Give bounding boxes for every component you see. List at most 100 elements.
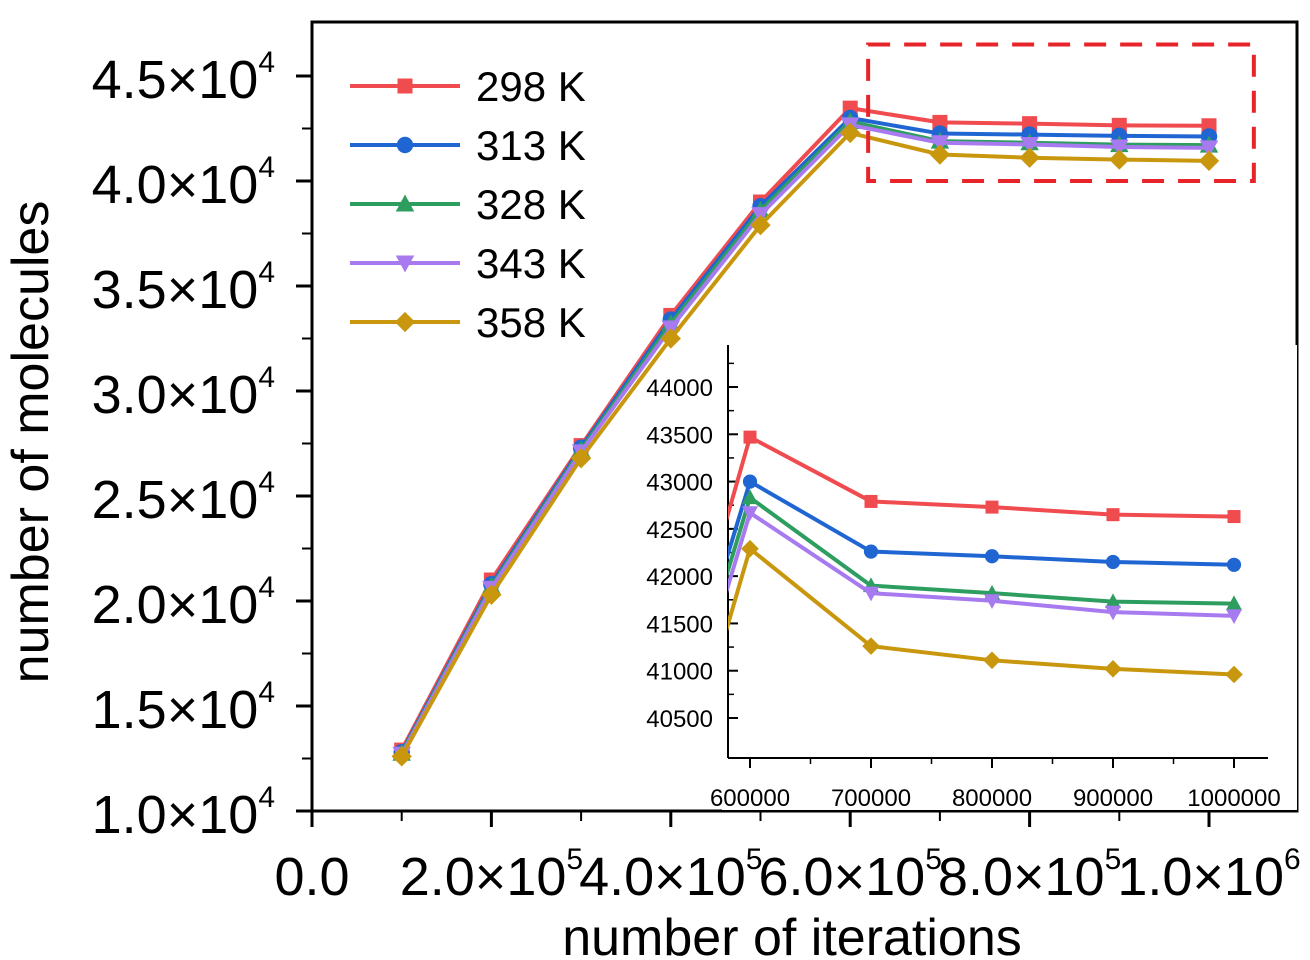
x-tick-mantissa: 0.0 [274,847,349,907]
data-point [391,746,412,767]
y-tick-mantissa: 2.5×10 [92,470,259,530]
y-tick-exponent: 4 [258,781,275,814]
data-point [929,144,951,165]
x-tick-mantissa: 4.0×10 [579,847,746,907]
legend-label: 328 K [476,181,586,228]
y-tick-label: 3.5×104 [92,256,275,320]
y-tick-mantissa: 3.5×10 [92,260,259,320]
inset-x-tick-label: 1000000 [1187,785,1280,812]
inset-data-point [1104,660,1122,678]
y-tick-exponent: 4 [258,571,275,604]
data-point [1019,147,1040,168]
data-point [930,135,950,153]
y-tick-exponent: 4 [258,46,275,79]
legend-marker [395,194,415,212]
inset-x-tick-label: 800000 [952,785,1032,812]
x-tick-label: 0.0 [274,847,349,907]
legend-marker [395,255,415,273]
y-tick-exponent: 4 [258,466,275,499]
data-point [1199,140,1219,158]
y-tick-mantissa: 1.0×10 [92,785,259,845]
x-tick-mantissa: 8.0×10 [938,847,1105,907]
legend-marker [394,311,416,333]
y-tick-label: 2.5×104 [92,466,275,530]
y-tick-exponent: 4 [258,676,275,709]
inset-data-point [742,474,758,489]
inset-series-298-k [728,430,1241,524]
legend-label: 343 K [476,240,586,287]
data-point [481,584,502,605]
y-tick-label: 2.0×104 [92,571,275,635]
inset-data-point [983,651,1001,670]
y-tick-mantissa: 3.0×10 [92,365,259,425]
data-point [1110,139,1129,157]
x-tick-exponent: 5 [746,843,763,876]
inset-chart: 600000 700000 800000 900000 1000000 40500 4100… [646,345,1297,812]
inset-y-tick-label: 41000 [646,659,713,686]
inset-y-tick-label: 42500 [646,517,713,544]
x-tick-mantissa: 1.0×10 [1117,847,1284,907]
inset-y-tick-label: 41500 [646,611,713,638]
inset-series-line [728,546,1235,677]
x-tick-label: 6.0×105 [759,843,942,907]
data-point [1109,149,1130,170]
series-line [399,130,1210,758]
inset-data-point [864,494,878,508]
legend: 298 K 313 K 328 K 343 K 358 K [350,63,586,346]
inset-data-point [743,430,757,444]
x-axis-title: number of iterations [562,909,1022,960]
legend-entry: 313 K [350,122,586,169]
y-tick-mantissa: 1.5×10 [92,680,259,740]
inset-data-point [741,489,759,505]
data-point [750,214,771,236]
inset-data-point [741,506,759,522]
series-358-k [391,122,1220,767]
y-tick-label: 1.0×104 [92,781,275,845]
y-tick-label: 4.0×104 [92,151,275,215]
inset-data-point [1105,554,1121,570]
main-y-tick-labels: 1.0×1041.5×1042.0×1042.5×1043.0×1043.5×1… [92,46,275,845]
data-point [570,448,592,469]
legend-entry: 328 K [350,181,586,228]
y-tick-label: 4.5×104 [92,46,275,110]
legend-marker [396,136,414,154]
inset-y-tick-label: 44000 [646,375,713,402]
y-tick-exponent: 4 [258,151,275,184]
series-line [399,122,1210,756]
x-tick-label: 8.0×105 [938,843,1121,907]
inset-series-line [728,479,1235,567]
inset-y-tick-label: 43500 [646,422,713,449]
y-axis-title: number of molecules [2,201,60,684]
inset-y-tick-label: 42000 [646,564,713,591]
inset-x-tick-label: 700000 [831,785,911,812]
y-tick-mantissa: 4.5×10 [92,50,259,110]
x-tick-exponent: 5 [925,843,942,876]
x-tick-exponent: 5 [566,843,583,876]
y-tick-label: 1.5×104 [92,676,275,740]
inset-y-tick-label: 40500 [646,706,713,733]
inset-data-point [862,637,880,655]
inset-series-line [728,510,1235,618]
x-tick-exponent: 5 [1105,843,1122,876]
inset-x-tick-label: 600000 [710,785,790,812]
y-tick-mantissa: 2.0×10 [92,575,259,635]
inset-data-point [1106,508,1120,522]
x-tick-mantissa: 2.0×10 [400,847,567,907]
inset-data-point [983,594,1001,609]
inset-data-point [1104,605,1122,621]
inset-data-point [1227,510,1241,524]
main-axis-ticks [296,74,1211,827]
inset-y-tick-label: 43000 [646,470,713,497]
legend-label: 313 K [476,122,586,169]
legend-label: 358 K [476,299,586,346]
legend-marker [397,78,413,94]
inset-axis-ticks: 600000 700000 800000 900000 1000000 40500 4100… [646,362,1281,812]
inset-data-point [1226,557,1242,572]
inset-background [722,345,1297,810]
legend-entry: 358 K [350,299,586,346]
data-point [1198,150,1220,171]
data-point [840,122,861,144]
y-tick-mantissa: 4.0×10 [92,155,259,215]
